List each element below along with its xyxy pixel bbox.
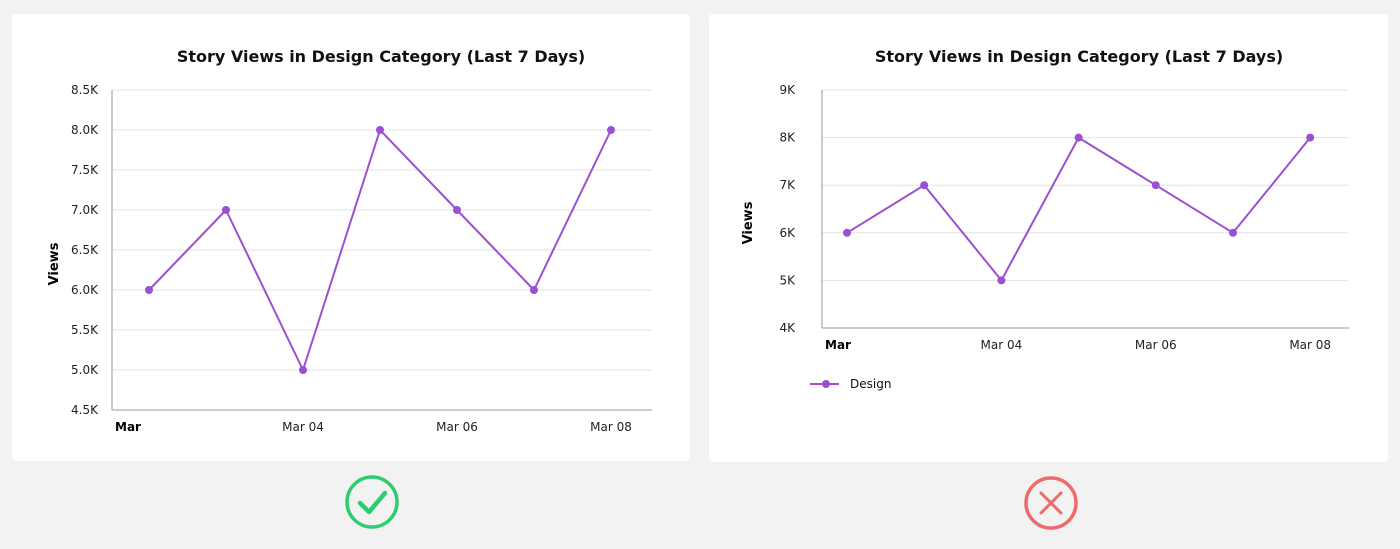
x-tick-label: Mar 08 [590,420,632,434]
x-tick-label: Mar 04 [282,420,324,434]
y-tick-label: 6.5K [71,243,99,257]
data-point[interactable] [1229,228,1237,237]
cross-circle-icon [1024,476,1078,530]
data-point[interactable] [920,181,929,190]
x-tick-label: Mar 06 [1135,338,1177,352]
data-point[interactable] [376,126,384,134]
x-tick-label: Mar 08 [1289,338,1331,352]
chart-card-correct: Story Views in Design Category (Last 7 D… [12,14,690,461]
x-tick-label: Mar 06 [436,420,478,434]
line-chart-correct: Story Views in Design Category (Last 7 D… [47,47,652,434]
line-chart-incorrect: Story Views in Design Category (Last 7 D… [741,47,1349,391]
y-tick-label: 8K [779,131,796,145]
x-tick-label: Mar [115,420,141,434]
y-tick-label: 9K [779,83,796,97]
y-tick-label: 6.0K [71,283,99,297]
data-point[interactable] [453,206,461,214]
data-point[interactable] [1151,181,1160,190]
y-tick-label: 7K [779,178,796,192]
y-tick-label: 8.0K [71,123,99,137]
data-point[interactable] [607,126,615,134]
data-point[interactable] [997,276,1006,285]
legend-marker [822,380,830,388]
y-tick-label: 7.0K [71,203,99,217]
checkmark-circle-icon [345,475,399,529]
y-tick-label: 6K [779,226,796,240]
series-line [846,136,1311,282]
legend-label: Design [850,377,891,391]
y-tick-label: 4K [779,321,796,335]
x-tick-label: Mar [825,338,851,352]
y-tick-label: 5.5K [71,323,99,337]
data-point[interactable] [1074,133,1083,142]
x-tick-label: Mar 04 [981,338,1023,352]
chart-card-incorrect: Story Views in Design Category (Last 7 D… [709,14,1388,462]
y-axis-title: Views [47,242,62,285]
data-point[interactable] [145,286,153,294]
y-axis-title: Views [741,201,756,244]
y-tick-label: 5.0K [71,363,99,377]
chart-title: Story Views in Design Category (Last 7 D… [875,47,1283,66]
chart-title: Story Views in Design Category (Last 7 D… [177,47,585,66]
data-point[interactable] [843,228,851,237]
y-tick-label: 4.5K [71,403,99,417]
y-tick-label: 5K [779,273,796,287]
data-point[interactable] [222,206,230,214]
data-point[interactable] [1306,133,1315,142]
data-point[interactable] [299,366,307,374]
legend: Design [810,377,891,391]
y-tick-label: 7.5K [71,163,99,177]
y-tick-label: 8.5K [71,83,99,97]
data-point[interactable] [530,286,538,294]
